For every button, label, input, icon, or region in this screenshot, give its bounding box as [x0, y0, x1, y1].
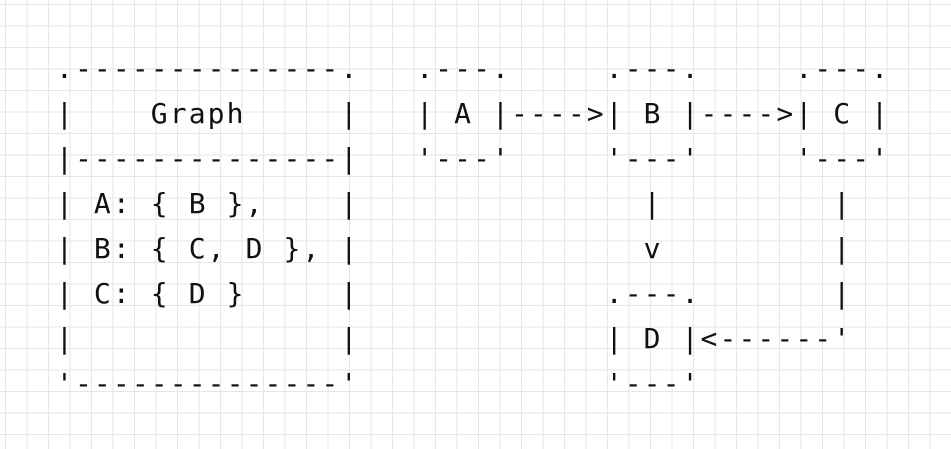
diagram-line: | | | D |<------'	[56, 322, 853, 355]
diagram-line: | C: { D } | .---. |	[56, 277, 853, 310]
diagram-line: .--------------. .---. .---. .---.	[56, 52, 891, 85]
diagram-line: |--------------| '---' '---' '---'	[56, 142, 891, 175]
diagram-line: | A: { B }, | | |	[56, 187, 853, 220]
diagram-line: '--------------' '---'	[56, 367, 701, 400]
diagram-line: | B: { C, D }, | v |	[56, 232, 853, 265]
diagram-line: | Graph | | A |---->| B |---->| C |	[56, 97, 891, 130]
ascii-diagram: .--------------. .---. .---. .---. | Grap…	[56, 46, 890, 406]
